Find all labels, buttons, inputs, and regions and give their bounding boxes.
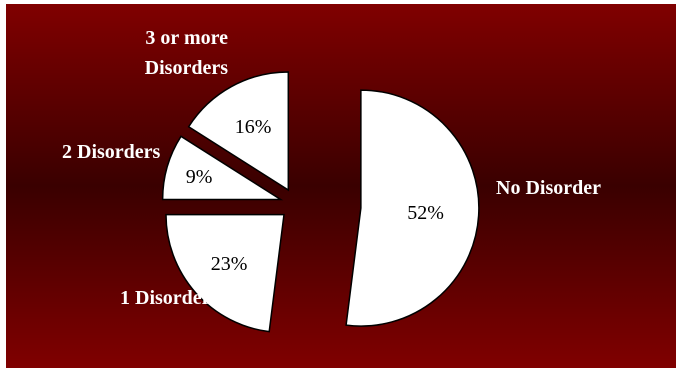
slice-percent-label-2-disorders: 9% (186, 166, 213, 188)
chart-background: 52% 23% 9% 16% No Disorder 1 Disorder 2 Disor… (6, 4, 676, 368)
pie-chart: 52% 23% 9% 16% No Disorder 1 Disorder 2 Disor… (62, 27, 601, 333)
pie-slice-1-disorder (165, 213, 285, 333)
slice-category-label-1-disorder: 1 Disorder (120, 287, 211, 309)
pie-slice-2-disorders (161, 135, 284, 201)
pie-slice-3-or-more-disorders (187, 71, 290, 192)
slice-percent-label-no-disorder: 52% (407, 202, 444, 224)
slice-category-label-2-disorders: 2 Disorders (62, 141, 161, 163)
pie-slice-no-disorder (345, 89, 480, 327)
slice-category-label-3-or-more-disorders: 3 or more Disorders (145, 27, 229, 79)
slice-percent-label-3-or-more-disorders: 16% (235, 116, 272, 138)
slice-category-label-no-disorder: No Disorder (496, 177, 601, 199)
slice-percent-label-1-disorder: 23% (211, 253, 248, 275)
